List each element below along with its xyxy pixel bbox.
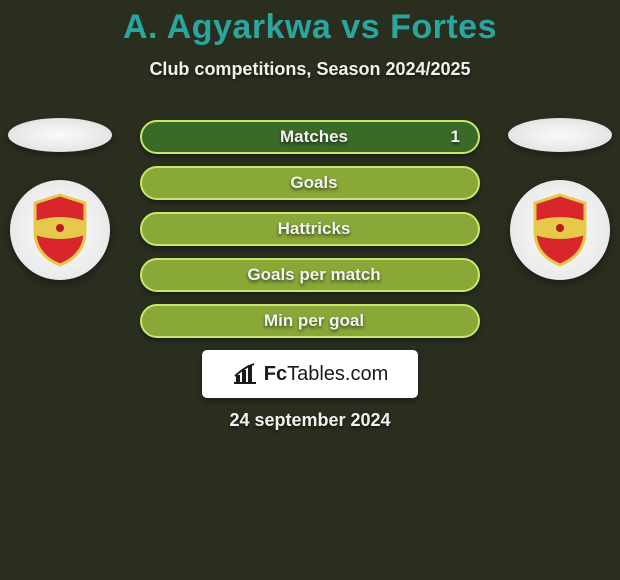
title-player2: Fortes xyxy=(390,8,497,46)
stats-list: Matches 1 Goals Hattricks Goals per match Min… xyxy=(140,120,480,338)
club-crest-right xyxy=(510,180,610,280)
page-title: A. Agyarkwa vs Fortes xyxy=(0,0,620,47)
player-right-column xyxy=(500,118,620,280)
stat-label: Matches xyxy=(272,127,348,147)
stat-pill-min-per-goal: Min per goal xyxy=(140,304,480,338)
bar-chart-icon xyxy=(232,363,258,385)
shield-icon xyxy=(29,193,91,267)
title-vs: vs xyxy=(341,8,380,46)
player-left-column xyxy=(0,118,120,280)
stat-pill-matches: Matches 1 xyxy=(140,120,480,154)
date-text: 24 september 2024 xyxy=(0,410,620,431)
stat-pill-goals: Goals xyxy=(140,166,480,200)
logo-suffix: .com xyxy=(345,363,388,385)
stat-pill-hattricks: Hattricks xyxy=(140,212,480,246)
logo-bold: Fc xyxy=(264,363,287,385)
stat-label: Min per goal xyxy=(256,311,364,331)
fctables-logo: FcTables.com xyxy=(202,350,418,398)
logo-text: FcTables.com xyxy=(264,363,389,386)
player-right-placeholder xyxy=(508,118,612,152)
stat-label: Goals xyxy=(282,173,337,193)
stat-pill-goals-per-match: Goals per match xyxy=(140,258,480,292)
stat-value-right: 1 xyxy=(451,127,460,147)
club-crest-left xyxy=(10,180,110,280)
subtitle: Club competitions, Season 2024/2025 xyxy=(0,59,620,80)
stat-label: Hattricks xyxy=(270,219,351,239)
stat-label: Goals per match xyxy=(239,265,380,285)
player-left-placeholder xyxy=(8,118,112,152)
logo-rest: Tables xyxy=(287,363,345,385)
shield-icon xyxy=(529,193,591,267)
title-player1: A. Agyarkwa xyxy=(123,8,331,46)
